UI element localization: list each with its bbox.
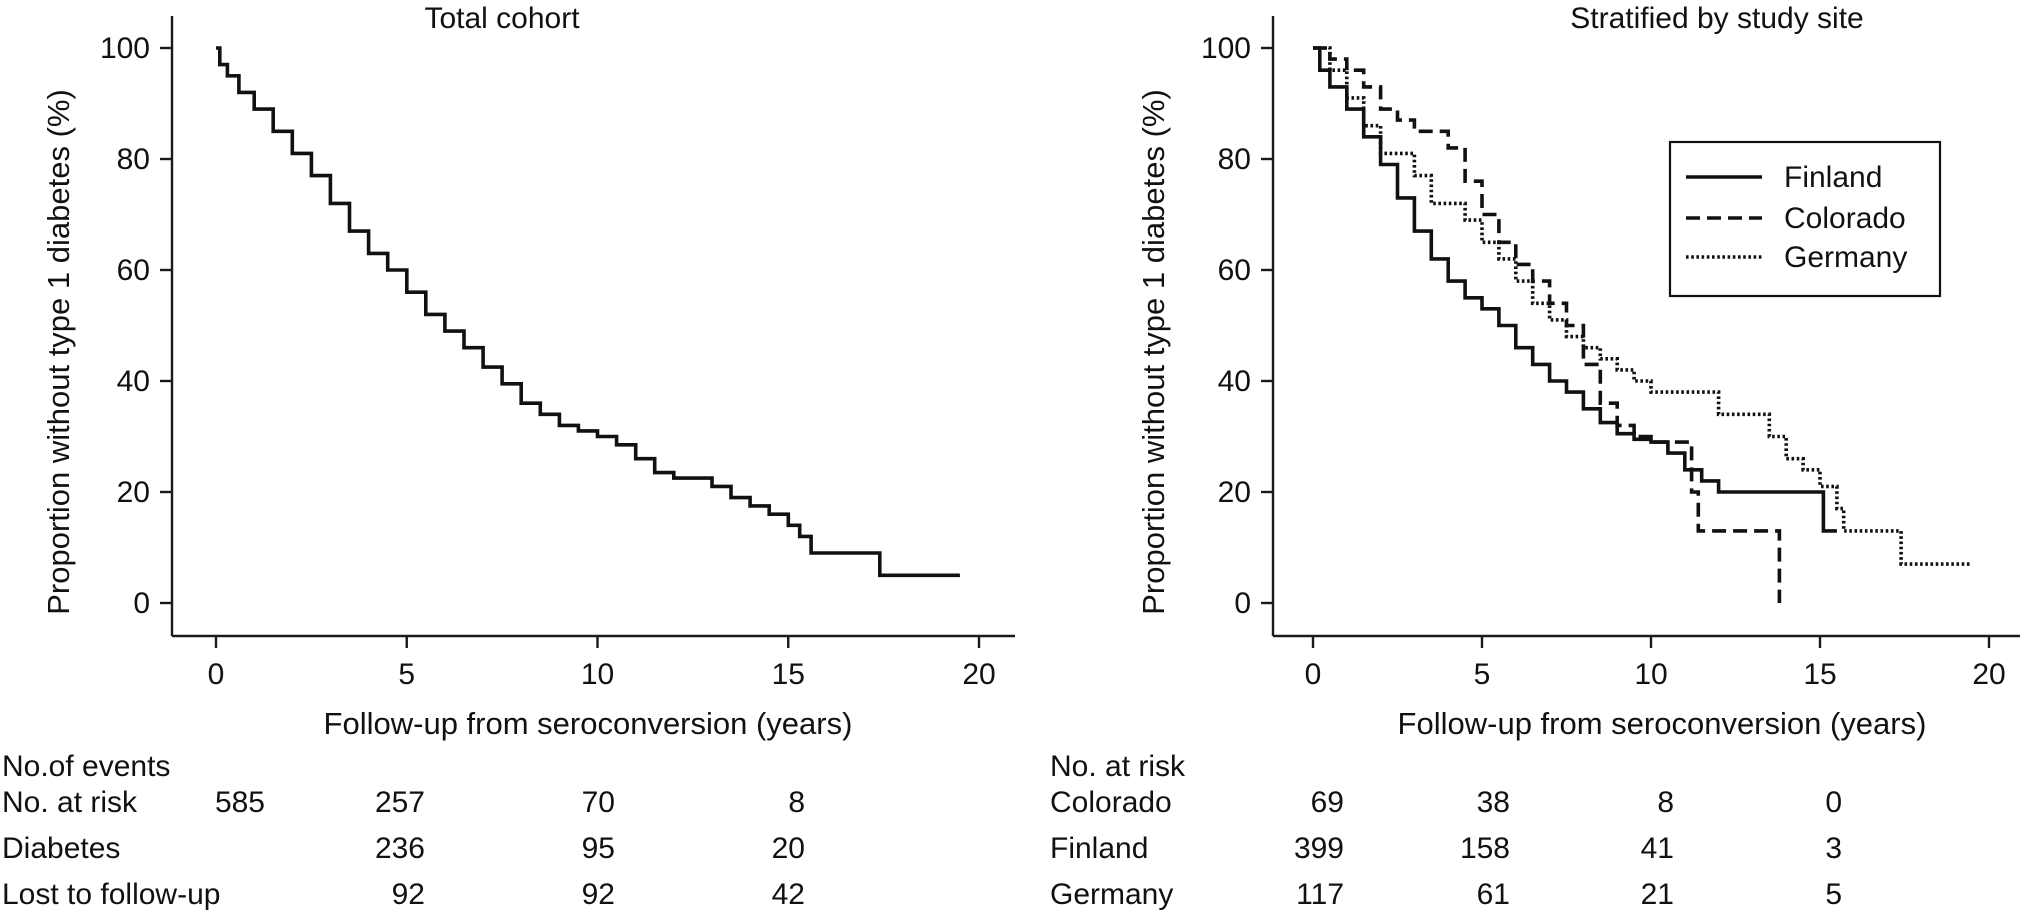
table-cell: 95 [582,832,615,865]
table-cell: 117 [1296,878,1344,911]
y-tick-label: 80 [117,143,150,176]
y-tick-label: 20 [117,476,150,509]
x-ticks: 0 5 10 15 20 [1305,636,2006,691]
legend: Finland Colorado Germany [1668,140,1942,298]
table-cell: 92 [392,878,425,911]
series-colorado [1313,46,1782,603]
table-cell: 585 [215,786,265,819]
x-axis-label: Follow-up from seroconversion (years) [324,706,853,741]
legend-label-finland: Finland [1784,161,1882,194]
table-cell: 41 [1641,832,1674,865]
x-tick-label: 15 [772,658,805,691]
table-cell: 20 [772,832,805,865]
x-tick-label: 5 [398,658,415,691]
x-tick-label: 0 [208,658,225,691]
x-axis-label: Follow-up from seroconversion (years) [1398,706,1927,741]
y-tick-label: 100 [1201,32,1251,65]
chart-title: Stratified by study site [1570,2,1863,35]
table-row-label: Colorado [1050,786,1172,819]
table-cell: 158 [1460,832,1510,865]
x-tick-label: 20 [1972,658,2005,691]
table-header: No. at risk [1050,750,1186,783]
y-axis-label: Proportion without type 1 diabetes (%) [1136,89,1171,615]
table-cell: 38 [1477,786,1510,819]
table-row-label: No. at risk [2,786,138,819]
table-header: No.of events [2,750,170,783]
table-cell: 257 [375,786,425,819]
table-cell: 69 [1311,786,1344,819]
y-tick-label: 60 [117,254,150,287]
y-tick-label: 40 [117,365,150,398]
y-ticks: 0 20 40 60 80 100 [100,32,172,620]
x-tick-label: 20 [962,658,995,691]
table-cell: 236 [375,832,425,865]
y-tick-label: 20 [1218,476,1251,509]
x-ticks: 0 5 10 15 20 [208,636,996,691]
y-tick-label: 60 [1218,254,1251,287]
table-row-label: Diabetes [2,832,120,865]
x-tick-label: 0 [1305,658,1322,691]
table-cell: 8 [1657,786,1674,819]
table-cell: 8 [788,786,805,819]
table-cell: 92 [582,878,615,911]
series-finland [1313,46,1837,533]
table-cell: 42 [772,878,805,911]
series-total-cohort [216,46,960,578]
y-tick-label: 0 [133,587,150,620]
x-tick-label: 15 [1803,658,1836,691]
table-cell: 21 [1641,878,1674,911]
y-tick-label: 80 [1218,143,1251,176]
series-group [216,46,960,578]
table-row-label: Finland [1050,832,1148,865]
events-table: No.of events No. at risk 585 257 70 8 Diabete… [2,750,805,911]
x-tick-label: 10 [581,658,614,691]
y-tick-label: 100 [100,32,150,65]
series-group [1313,46,1973,603]
table-row-label: Lost to follow-up [2,878,220,911]
y-ticks: 0 20 40 60 80 100 [1201,32,1273,620]
y-tick-label: 0 [1234,587,1251,620]
x-tick-label: 10 [1634,658,1667,691]
table-cell: 399 [1294,832,1344,865]
panel-total-cohort: Total cohort 0 20 40 60 80 100 0 5 10 15 20 Propo… [2,2,1015,911]
chart-title: Total cohort [424,2,580,35]
table-cell: 0 [1825,786,1842,819]
table-row-label: Germany [1050,878,1173,911]
x-tick-label: 5 [1474,658,1491,691]
y-tick-label: 40 [1218,365,1251,398]
table-cell: 5 [1825,878,1842,911]
table-cell: 70 [582,786,615,819]
legend-label-germany: Germany [1784,241,1907,274]
at-risk-table: No. at risk Colorado 69 38 8 0 Finland 399 158 4… [1050,750,1842,911]
series-germany [1313,46,1973,566]
legend-label-colorado: Colorado [1784,202,1906,235]
table-cell: 3 [1825,832,1842,865]
table-cell: 61 [1477,878,1510,911]
y-axis-label: Proportion without type 1 diabetes (%) [41,89,76,615]
